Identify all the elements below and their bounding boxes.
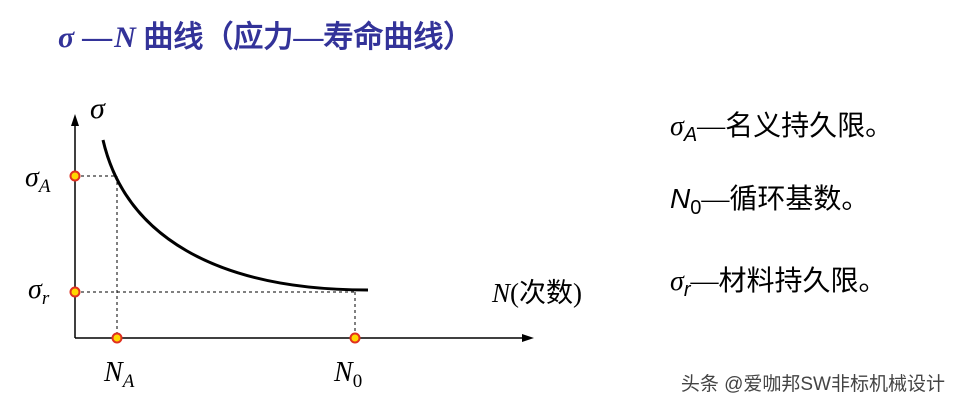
legend-sigma-r: σr—材料持久限。 — [670, 265, 887, 301]
na-marker — [111, 332, 123, 344]
legend-n0-sub: 0 — [690, 197, 701, 219]
x-axis-label-n: N — [491, 278, 512, 308]
n0-tick-sub: 0 — [353, 371, 363, 392]
watermark: 头条 @爱咖邦SW非标机械设计 — [681, 373, 945, 395]
sigma-r-tick-main: σ — [28, 274, 43, 305]
sigma-r-tick-label: σr — [28, 274, 50, 309]
legend-sigma-a: σA—名义持久限。 — [670, 110, 893, 146]
n0-tick-main: N — [333, 357, 354, 388]
x-axis-label: N(次数) — [491, 278, 582, 308]
sn-curve — [101, 139, 369, 292]
legend-sigma-a-sub: A — [683, 124, 697, 146]
sigma-a-tick-sub: A — [37, 176, 51, 197]
title-sigma: σ — [58, 21, 75, 54]
legend-sigma-r-dash: — — [689, 266, 719, 297]
legend-sigma-r-sub: r — [684, 279, 692, 301]
legend-sigma-a-text: 名义持久限。 — [725, 110, 893, 142]
na-tick-sub: A — [121, 371, 135, 392]
x-axis-label-rest: (次数) — [510, 278, 582, 308]
n0-tick-label: N0 — [333, 357, 362, 392]
legend-n0-text: 循环基数。 — [729, 183, 869, 215]
y-axis-arrow — [71, 114, 79, 126]
y-axis-label: σ — [90, 92, 106, 125]
n0-marker — [349, 332, 361, 344]
page-title: σ —N 曲线（应力—寿命曲线） — [58, 20, 473, 54]
title-n: N — [113, 21, 137, 54]
legend-sigma-r-symbol: σ — [670, 266, 685, 297]
title-text: 曲线（应力—寿命曲线） — [136, 20, 474, 54]
title-dash: — — [81, 21, 113, 54]
legend-n0-symbol: N — [670, 183, 691, 214]
na-tick-label: NA — [103, 357, 135, 392]
sigma-a-tick-main: σ — [25, 162, 40, 193]
legend-n0: N0—循环基数。 — [670, 183, 869, 219]
sigma-r-tick-sub: r — [42, 288, 50, 309]
na-tick-main: N — [103, 357, 124, 388]
sigma-a-marker — [69, 170, 81, 182]
sigma-a-tick-label: σA — [25, 162, 51, 197]
legend-sigma-r-text: 材料持久限。 — [718, 265, 886, 297]
legend-sigma-a-symbol: σ — [670, 111, 685, 142]
legend-sigma-a-dash: — — [696, 111, 726, 142]
legend-n0-dash: — — [700, 184, 730, 215]
sigma-r-marker — [69, 286, 81, 298]
x-axis-arrow — [522, 334, 534, 342]
